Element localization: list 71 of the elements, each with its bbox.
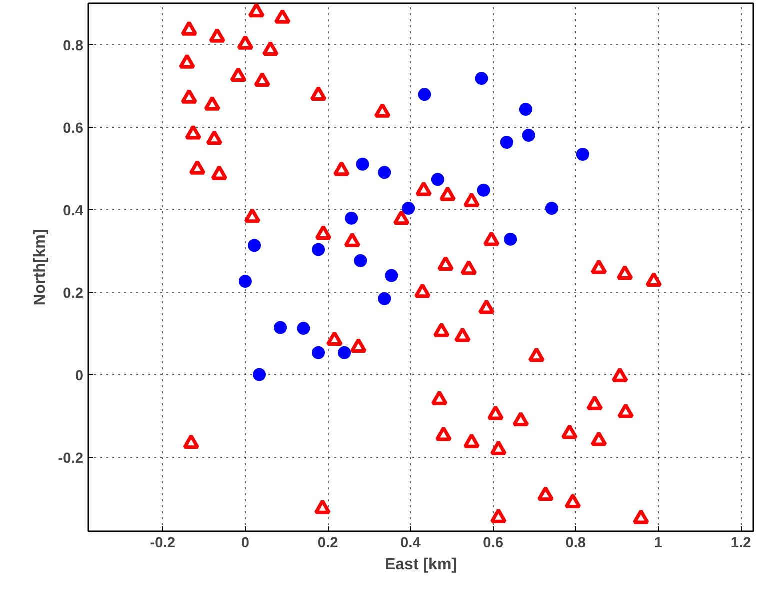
point <box>528 347 545 362</box>
point <box>464 192 480 208</box>
x-tick-label: 0 <box>241 536 250 552</box>
point <box>440 186 456 202</box>
point <box>315 225 332 240</box>
y-tick-label: -0.2 <box>58 450 84 467</box>
point <box>616 265 634 280</box>
x-tick-label: 1 <box>654 536 663 552</box>
point <box>237 35 254 50</box>
point <box>254 72 271 87</box>
point <box>618 403 634 418</box>
point <box>344 232 361 248</box>
y-tick-label: 0.4 <box>63 203 84 220</box>
point <box>483 231 500 246</box>
point <box>488 406 504 420</box>
point <box>189 160 206 175</box>
point <box>414 283 431 298</box>
point <box>350 338 367 354</box>
point <box>464 434 480 448</box>
x-tick-label: 0.8 <box>566 536 586 552</box>
point <box>590 431 608 446</box>
y-tick-label: 0.8 <box>63 38 84 54</box>
point <box>561 424 578 440</box>
y-tick-label: 0.6 <box>63 120 84 137</box>
point <box>326 331 343 346</box>
point <box>454 328 471 342</box>
point <box>490 508 507 524</box>
point <box>206 130 223 146</box>
point <box>244 208 261 224</box>
point <box>478 299 495 314</box>
point <box>435 426 452 442</box>
point <box>416 182 432 196</box>
x-axis-title: East [km] <box>384 556 458 574</box>
point <box>262 41 279 56</box>
point <box>314 500 331 514</box>
point <box>590 259 608 274</box>
point <box>537 486 554 502</box>
point <box>178 54 196 69</box>
point <box>438 256 454 271</box>
point <box>230 67 247 82</box>
point <box>512 412 530 426</box>
point <box>310 86 327 101</box>
point <box>181 21 198 36</box>
point <box>393 210 410 226</box>
point <box>632 509 650 524</box>
point <box>460 260 478 276</box>
x-tick-label: 0.2 <box>318 536 338 552</box>
point <box>211 165 228 180</box>
point <box>490 440 507 456</box>
x-tick-label: 1.2 <box>730 536 752 552</box>
point <box>433 322 450 338</box>
point <box>183 434 200 450</box>
x-tick-label: 0.6 <box>483 536 504 552</box>
y-tick-label: 0.2 <box>63 286 84 302</box>
x-tick-label: -0.2 <box>150 536 176 552</box>
point <box>185 125 202 140</box>
point <box>181 89 198 104</box>
point <box>586 396 604 410</box>
point <box>204 96 221 111</box>
point <box>209 28 226 43</box>
point <box>333 161 350 176</box>
point <box>646 272 662 288</box>
point <box>564 494 582 509</box>
point <box>248 4 265 18</box>
point <box>274 9 291 24</box>
point <box>612 368 628 382</box>
point <box>431 390 448 406</box>
y-tick-label: 0 <box>75 368 84 384</box>
point <box>374 103 391 118</box>
x-tick-label: 0.4 <box>400 536 422 552</box>
y-axis-title: North[km] <box>32 229 50 306</box>
